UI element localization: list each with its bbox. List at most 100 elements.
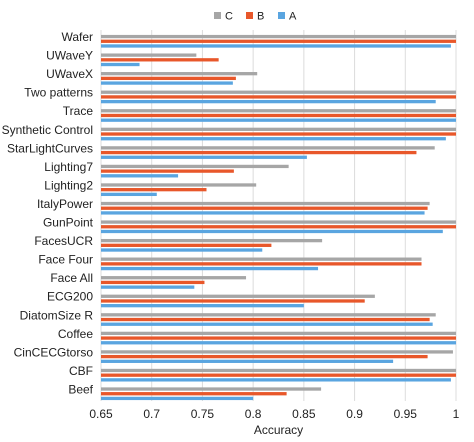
bar-c: [101, 34, 456, 39]
bar-b: [101, 299, 365, 303]
x-tick-label: 0.85: [292, 407, 316, 421]
category-label: Face Four: [38, 253, 93, 267]
bar-b: [101, 317, 430, 322]
category-label: FacesUCR: [34, 234, 93, 248]
bar-b: [101, 58, 219, 62]
bar-a: [101, 81, 233, 85]
bar-a: [101, 341, 456, 345]
bar-b: [101, 280, 205, 285]
bar-a: [101, 229, 443, 234]
bar-a: [101, 44, 451, 48]
bar-c: [101, 387, 322, 391]
bar-a: [101, 192, 157, 197]
category-label: CinCECGtorso: [14, 345, 94, 359]
bar-a: [101, 174, 179, 178]
legend-swatch-b: [246, 12, 253, 19]
bar-c: [101, 53, 197, 57]
bar-b: [101, 76, 236, 81]
legend-label-b: B: [257, 11, 264, 23]
bar-c: [101, 294, 375, 298]
category-label: ItalyPower: [37, 197, 93, 211]
x-axis-title: Accuracy: [254, 423, 303, 437]
bar-a: [101, 211, 425, 215]
bar-c: [101, 276, 247, 280]
x-tick-label: 0.75: [191, 407, 215, 421]
category-labels: Wafer UWaveY UWaveX Two patterns Trace Synthe…: [2, 30, 94, 396]
bar-a: [101, 62, 140, 67]
bar-c: [101, 164, 289, 169]
x-tick-label: 0.7: [143, 407, 160, 421]
category-label: CBF: [69, 364, 93, 378]
category-label: Lighting7: [44, 160, 93, 174]
bar-series: [101, 34, 456, 401]
bar-c: [101, 90, 456, 94]
bar-c: [101, 183, 257, 187]
bar-a: [101, 359, 394, 363]
bar-c: [101, 109, 456, 113]
x-tick-label: 0.95: [394, 407, 418, 421]
bar-c: [101, 368, 456, 373]
category-label: GunPoint: [43, 216, 94, 230]
category-label: Trace: [63, 104, 94, 118]
bar-a: [101, 396, 254, 401]
bar-b: [101, 262, 422, 266]
bar-b: [101, 95, 456, 99]
bar-a: [101, 99, 436, 104]
x-tick-label: 0.65: [89, 407, 113, 421]
bar-a: [101, 304, 304, 308]
bar-b: [101, 150, 417, 155]
bar-c: [101, 331, 456, 336]
category-label: ECG200: [47, 290, 93, 304]
bar-a: [101, 118, 456, 122]
bar-b: [101, 188, 207, 192]
bar-b: [101, 132, 456, 136]
legend-label-c: C: [225, 11, 233, 23]
x-tick-label: 0.9: [346, 407, 363, 421]
bar-c: [101, 146, 435, 150]
bar-c: [101, 72, 258, 76]
x-tick-label: 1: [453, 407, 460, 421]
bar-b: [101, 354, 428, 359]
legend-label-a: A: [289, 11, 297, 23]
bar-b: [101, 225, 456, 229]
bar-b: [101, 39, 456, 43]
category-label: Beef: [68, 382, 93, 396]
grid-lines: [100, 30, 457, 401]
category-label: Lighting2: [44, 178, 93, 192]
bar-a: [101, 378, 451, 382]
bar-b: [101, 243, 272, 247]
bar-c: [101, 257, 422, 261]
category-label: UWaveX: [46, 67, 93, 81]
category-label: UWaveY: [46, 49, 93, 63]
bar-a: [101, 266, 319, 271]
bar-c: [101, 313, 436, 317]
bar-b: [101, 392, 287, 396]
category-label: DiatomSize R: [20, 308, 94, 322]
category-label: StarLightCurves: [7, 141, 93, 155]
bar-a: [101, 285, 195, 289]
category-label: Wafer: [61, 30, 93, 44]
bar-b: [101, 206, 428, 210]
bar-a: [101, 155, 307, 159]
bar-c: [101, 127, 456, 131]
x-tick-labels: 0.65 0.7 0.75 0.8 0.85 0.9 0.95 1: [89, 407, 459, 421]
legend-swatch-c: [214, 12, 221, 19]
bar-b: [101, 373, 456, 377]
bar-b: [101, 169, 234, 173]
x-tick-label: 0.8: [245, 407, 262, 421]
bar-c: [101, 238, 323, 243]
bar-c: [101, 350, 453, 354]
legend-swatch-a: [278, 12, 285, 19]
bar-b: [101, 113, 456, 118]
bar-c: [101, 201, 430, 206]
bar-b: [101, 336, 456, 340]
bar-c: [101, 220, 456, 224]
category-label: Two patterns: [24, 86, 93, 100]
bar-a: [101, 137, 446, 141]
bar-a: [101, 248, 263, 252]
bar-a: [101, 322, 433, 326]
category-label: Face All: [50, 271, 93, 285]
